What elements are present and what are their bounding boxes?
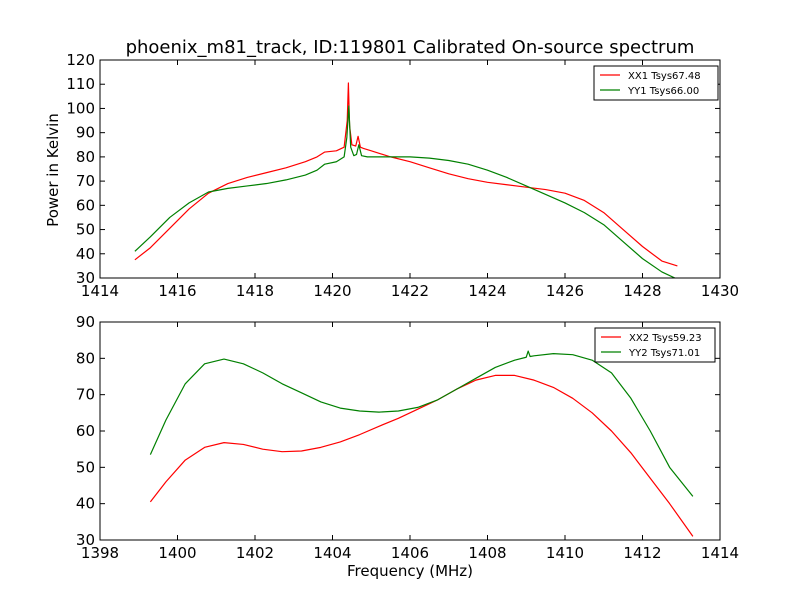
- x-tick-label: 1416: [158, 282, 196, 300]
- y-tick-label: 50: [76, 458, 95, 476]
- series-line-1-1: [134, 82, 678, 267]
- chart-title: phoenix_m81_track, ID:119801 Calibrated …: [126, 37, 695, 58]
- x-tick-label: 1400: [158, 544, 196, 562]
- x-tick-label: 1398: [81, 544, 119, 562]
- x-tick-label: 1412: [623, 544, 661, 562]
- y-tick-label: 100: [66, 99, 95, 117]
- legend-label: XX2 Tsys59.23: [629, 333, 702, 344]
- x-tick-label: 1404: [313, 544, 351, 562]
- y-tick-label: 40: [76, 245, 95, 263]
- series-line-2-2: [149, 350, 694, 497]
- x-tick-label: 1408: [468, 544, 506, 562]
- y-tick-label: 70: [76, 386, 95, 404]
- y-tick-label: 40: [76, 495, 95, 513]
- top-plot: 1414 1416 1418 1420 1422 1424 1426 1428 1430 30 40…: [66, 51, 739, 300]
- y-tick-label: 120: [66, 51, 95, 69]
- x-tick-label: 1418: [236, 282, 274, 300]
- x-tick-label: 1410: [546, 544, 584, 562]
- x-tick-label: 1402: [236, 544, 274, 562]
- x-tick-label: 1406: [391, 544, 429, 562]
- x-tick-label: 1420: [313, 282, 351, 300]
- y-tick-label: 90: [76, 313, 95, 331]
- bottom-plot: 1398 1400 1402 1404 1406 1408 1410 1412 1414 30 40…: [76, 313, 739, 562]
- x-tick-label: 1424: [468, 282, 506, 300]
- top-y-axis-label: Power in Kelvin: [44, 113, 62, 227]
- legend-label: YY2 Tsys71.01: [628, 348, 700, 359]
- x-tick-label: 1414: [81, 282, 119, 300]
- y-tick-label: 80: [76, 148, 95, 166]
- y-tick-label: 60: [76, 196, 95, 214]
- legend-box: [594, 327, 716, 363]
- legend-box: [593, 65, 719, 101]
- series-line-1-2: [134, 105, 677, 278]
- x-tick-label: 1422: [391, 282, 429, 300]
- y-tick-label: 80: [76, 349, 95, 367]
- x-tick-label: 1430: [701, 282, 739, 300]
- x-tick-label: 1428: [623, 282, 661, 300]
- y-tick-label: 110: [66, 75, 95, 93]
- y-tick-label: 30: [76, 531, 95, 549]
- legend-label: XX1 Tsys67.48: [628, 71, 701, 82]
- x-tick-label: 1426: [546, 282, 584, 300]
- series-line-2-1: [149, 374, 694, 537]
- y-tick-label: 90: [76, 124, 95, 142]
- bottom-x-axis-label: Frequency (MHz): [347, 562, 473, 580]
- y-tick-label: 60: [76, 422, 95, 440]
- x-tick-label: 1414: [701, 544, 739, 562]
- y-tick-label: 70: [76, 172, 95, 190]
- legend-label: YY1 Tsys66.00: [627, 86, 699, 97]
- y-tick-label: 30: [76, 269, 95, 287]
- y-tick-label: 50: [76, 221, 95, 239]
